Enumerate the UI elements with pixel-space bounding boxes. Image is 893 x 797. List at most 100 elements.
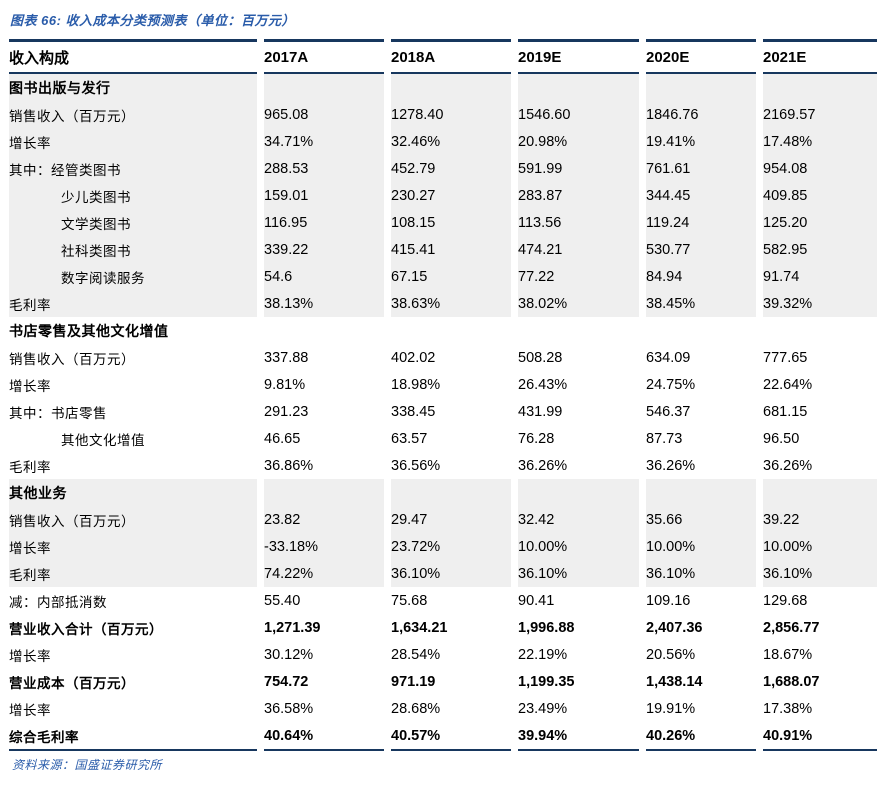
cell-value: 530.77 bbox=[646, 236, 756, 263]
cell-value: 29.47 bbox=[391, 506, 511, 533]
row-label: 图书出版与发行 bbox=[9, 74, 257, 101]
table-row: 增长率 34.71% 32.46% 20.98% 19.41% 17.48% bbox=[9, 128, 877, 155]
cell-value bbox=[518, 479, 639, 506]
cell-value: 1,438.14 bbox=[646, 668, 756, 695]
cell-value: 591.99 bbox=[518, 155, 639, 182]
cell-value: 38.63% bbox=[391, 290, 511, 317]
cell-value: 22.64% bbox=[763, 371, 877, 398]
cell-value: 119.24 bbox=[646, 209, 756, 236]
cell-value: 46.65 bbox=[264, 425, 384, 452]
cell-value: 26.43% bbox=[518, 371, 639, 398]
cell-value: 38.02% bbox=[518, 290, 639, 317]
cell-value bbox=[264, 317, 384, 344]
cell-value: 28.68% bbox=[391, 695, 511, 722]
section-header-row: 其他业务 bbox=[9, 479, 877, 506]
cell-value: 2169.57 bbox=[763, 101, 877, 128]
cell-value: 10.00% bbox=[646, 533, 756, 560]
cell-value: 91.74 bbox=[763, 263, 877, 290]
cell-value: 109.16 bbox=[646, 587, 756, 614]
cell-value: 32.42 bbox=[518, 506, 639, 533]
cell-value bbox=[763, 317, 877, 344]
cell-value: 36.26% bbox=[646, 452, 756, 479]
row-label: 书店零售及其他文化增值 bbox=[9, 317, 257, 344]
cell-value: 17.38% bbox=[763, 695, 877, 722]
cell-value: 19.41% bbox=[646, 128, 756, 155]
column-header-year: 2020E bbox=[646, 39, 756, 74]
cell-value: 582.95 bbox=[763, 236, 877, 263]
row-label: 其中：经管类图书 bbox=[9, 155, 257, 182]
cell-value bbox=[264, 74, 384, 101]
cell-value: 125.20 bbox=[763, 209, 877, 236]
cell-value: 1,199.35 bbox=[518, 668, 639, 695]
cell-value: 17.48% bbox=[763, 128, 877, 155]
cell-value: 10.00% bbox=[518, 533, 639, 560]
cell-value: 36.10% bbox=[763, 560, 877, 587]
cell-value: 39.94% bbox=[518, 722, 639, 751]
table-row: 数字阅读服务 54.6 67.15 77.22 84.94 91.74 bbox=[9, 263, 877, 290]
cell-value: 36.26% bbox=[763, 452, 877, 479]
cell-value: 23.49% bbox=[518, 695, 639, 722]
cell-value: 77.22 bbox=[518, 263, 639, 290]
cell-value: 108.15 bbox=[391, 209, 511, 236]
row-label: 毛利率 bbox=[9, 560, 257, 587]
cell-value: 34.71% bbox=[264, 128, 384, 155]
row-label: 少儿类图书 bbox=[9, 182, 257, 209]
cell-value: 38.13% bbox=[264, 290, 384, 317]
cell-value: 96.50 bbox=[763, 425, 877, 452]
table-row: 社科类图书 339.22 415.41 474.21 530.77 582.95 bbox=[9, 236, 877, 263]
cell-value: 681.15 bbox=[763, 398, 877, 425]
cell-value: 40.57% bbox=[391, 722, 511, 751]
cell-value: 36.10% bbox=[518, 560, 639, 587]
table-row: 文学类图书 116.95 108.15 113.56 119.24 125.20 bbox=[9, 209, 877, 236]
cell-value: 10.00% bbox=[763, 533, 877, 560]
header-row: 收入构成 2017A 2018A 2019E 2020E 2021E bbox=[9, 39, 877, 74]
cell-value bbox=[518, 74, 639, 101]
cell-value: 2,856.77 bbox=[763, 614, 877, 641]
row-label: 文学类图书 bbox=[9, 209, 257, 236]
cell-value: 9.81% bbox=[264, 371, 384, 398]
cell-value: 415.41 bbox=[391, 236, 511, 263]
row-label: 销售收入（百万元） bbox=[9, 344, 257, 371]
figure-title: 图表 66: 收入成本分类预测表（单位：百万元） bbox=[10, 13, 296, 28]
row-label: 增长率 bbox=[9, 533, 257, 560]
cell-value: 1846.76 bbox=[646, 101, 756, 128]
table-row: 其中：经管类图书 288.53 452.79 591.99 761.61 954.08 bbox=[9, 155, 877, 182]
cell-value: 39.22 bbox=[763, 506, 877, 533]
cell-value: 39.32% bbox=[763, 290, 877, 317]
column-header-label: 收入构成 bbox=[9, 39, 257, 74]
cell-value: 40.64% bbox=[264, 722, 384, 751]
row-label: 社科类图书 bbox=[9, 236, 257, 263]
table-row: 毛利率 38.13% 38.63% 38.02% 38.45% 39.32% bbox=[9, 290, 877, 317]
cell-value: 2,407.36 bbox=[646, 614, 756, 641]
cell-value: 32.46% bbox=[391, 128, 511, 155]
cell-value: 76.28 bbox=[518, 425, 639, 452]
table-row: 销售收入（百万元） 337.88 402.02 508.28 634.09 777.65 bbox=[9, 344, 877, 371]
table-header: 收入构成 2017A 2018A 2019E 2020E 2021E bbox=[9, 39, 877, 74]
cell-value bbox=[391, 317, 511, 344]
table-body: 图书出版与发行 销售收入（百万元） 965.08 1278.40 1546.60 1846… bbox=[9, 74, 877, 751]
cell-value: 971.19 bbox=[391, 668, 511, 695]
row-label: 增长率 bbox=[9, 641, 257, 668]
section-header-row: 图书出版与发行 bbox=[9, 74, 877, 101]
cell-value: 30.12% bbox=[264, 641, 384, 668]
cell-value: 761.61 bbox=[646, 155, 756, 182]
row-label: 销售收入（百万元） bbox=[9, 506, 257, 533]
cell-value: 409.85 bbox=[763, 182, 877, 209]
cell-value: 634.09 bbox=[646, 344, 756, 371]
cell-value: 113.56 bbox=[518, 209, 639, 236]
table-row: 综合毛利率 40.64% 40.57% 39.94% 40.26% 40.91% bbox=[9, 722, 877, 751]
cell-value: 55.40 bbox=[264, 587, 384, 614]
table-row: 毛利率 74.22% 36.10% 36.10% 36.10% 36.10% bbox=[9, 560, 877, 587]
cell-value: 431.99 bbox=[518, 398, 639, 425]
cell-value: 87.73 bbox=[646, 425, 756, 452]
cell-value: 75.68 bbox=[391, 587, 511, 614]
cell-value: 508.28 bbox=[518, 344, 639, 371]
cell-value: 474.21 bbox=[518, 236, 639, 263]
cell-value: 36.86% bbox=[264, 452, 384, 479]
cell-value: 23.82 bbox=[264, 506, 384, 533]
cell-value: 22.19% bbox=[518, 641, 639, 668]
cell-value: 1278.40 bbox=[391, 101, 511, 128]
cell-value: 36.10% bbox=[646, 560, 756, 587]
cell-value bbox=[763, 479, 877, 506]
